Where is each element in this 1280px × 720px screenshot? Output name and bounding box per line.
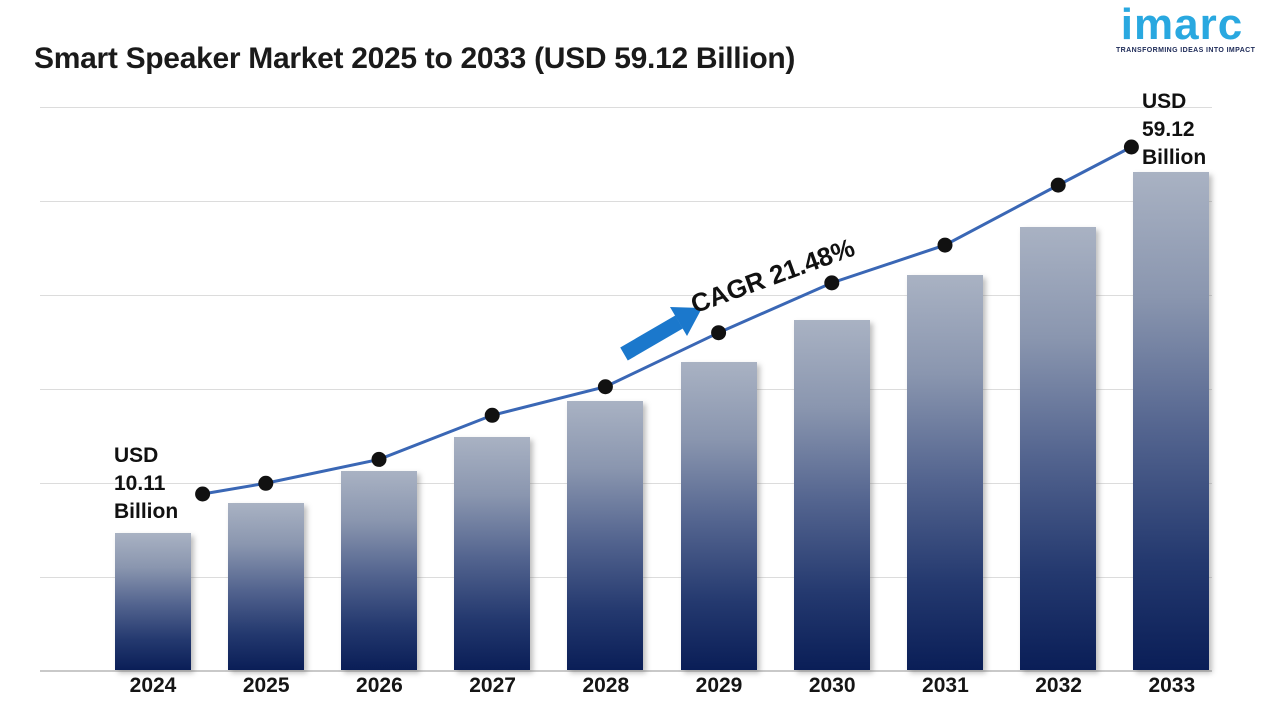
bar-2026: [341, 471, 417, 670]
x-label-2028: 2028: [582, 674, 630, 697]
end-value-label: USD 59.12 Billion: [1142, 88, 1206, 172]
bar-2027: [454, 437, 531, 670]
imarc-logo-wordmark: imarc: [1120, 0, 1244, 49]
trend-marker-2026: [371, 451, 387, 467]
trend-marker-2032: [1050, 177, 1066, 193]
cagr-label: CAGR 21.48%: [686, 232, 859, 320]
x-label-2027: 2027: [469, 674, 516, 697]
bar-2031: [907, 275, 983, 670]
imarc-logo-tagline: TRANSFORMING IDEAS INTO IMPACT: [1116, 47, 1256, 54]
trend-line: [202, 145, 1133, 496]
cagr-arrow-shaft: [620, 315, 683, 361]
bar-2033: [1133, 172, 1210, 670]
start-value-line-2: 10.11: [114, 472, 166, 495]
trend-marker-2030: [824, 275, 840, 291]
x-label-2026: 2026: [356, 674, 403, 697]
x-label-2030: 2030: [808, 674, 856, 697]
bar-2029: [680, 361, 757, 670]
trend-marker-2031: [937, 237, 953, 253]
start-value-line-3: Billion: [114, 500, 179, 523]
bar-2025: [227, 503, 304, 670]
trend-marker-2029: [711, 325, 727, 341]
x-label-2029: 2029: [695, 674, 743, 697]
start-value-label: USD 10.11 Billion: [114, 442, 178, 526]
x-axis-line: [40, 670, 1212, 672]
start-value-line-1: USD: [114, 444, 159, 467]
x-label-2032: 2032: [1035, 674, 1082, 697]
imarc-logo: imarc TRANSFORMING IDEAS INTO IMPACT: [1116, 0, 1256, 55]
trend-marker-2028: [597, 379, 613, 395]
trend-marker-2024: [195, 486, 211, 502]
trend-marker-2027: [484, 407, 500, 423]
x-label-2033: 2033: [1148, 674, 1196, 697]
bar-2032: [1020, 227, 1097, 670]
bar-2024: [114, 533, 191, 670]
x-label-2031: 2031: [922, 674, 969, 697]
x-label-2024: 2024: [129, 674, 177, 697]
gridline: [40, 201, 1212, 202]
x-label-2025: 2025: [242, 674, 290, 697]
end-value-line-3: Billion: [1142, 146, 1207, 169]
page-title: Smart Speaker Market 2025 to 2033 (USD 5…: [34, 42, 796, 75]
trend-marker-2033: [1123, 139, 1139, 155]
gridline: [40, 107, 1212, 108]
end-value-line-2: 59.12: [1142, 118, 1195, 141]
bar-2028: [567, 400, 644, 670]
bar-2030: [793, 319, 870, 670]
end-value-line-1: USD: [1142, 90, 1187, 113]
